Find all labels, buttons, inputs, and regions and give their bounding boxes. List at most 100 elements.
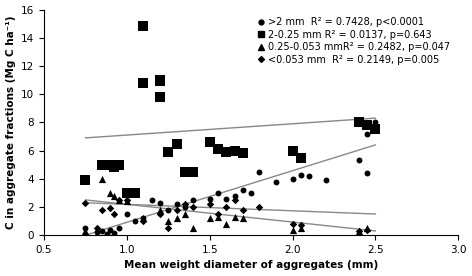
Point — [181, 205, 189, 209]
Point — [363, 171, 371, 175]
Point — [156, 201, 164, 205]
Point — [231, 198, 238, 202]
Point — [98, 229, 106, 233]
Point — [156, 95, 164, 99]
Point — [107, 191, 114, 195]
Point — [231, 215, 238, 219]
Point — [256, 169, 263, 174]
Point — [355, 229, 362, 233]
Point — [93, 226, 101, 230]
Point — [156, 212, 164, 216]
Point — [363, 131, 371, 136]
Point — [206, 196, 213, 201]
Point — [82, 201, 89, 205]
Point — [165, 150, 172, 154]
Point — [115, 198, 122, 202]
Point — [214, 191, 222, 195]
Point — [140, 216, 147, 221]
Point — [123, 191, 131, 195]
Point — [140, 216, 147, 221]
Point — [231, 193, 238, 198]
Y-axis label: C in aggregate fractions (Mg C ha⁻¹): C in aggregate fractions (Mg C ha⁻¹) — [6, 16, 16, 229]
Point — [93, 230, 101, 235]
Point — [355, 158, 362, 163]
Point — [189, 169, 197, 174]
Point — [363, 123, 371, 128]
Point — [156, 79, 164, 84]
Point — [371, 127, 379, 132]
Point — [82, 178, 89, 182]
Point — [165, 208, 172, 212]
Point — [131, 219, 139, 223]
Point — [156, 208, 164, 212]
Point — [173, 208, 180, 212]
Point — [297, 226, 304, 230]
Point — [256, 205, 263, 209]
X-axis label: Mean weight diameter of aggregates (mm): Mean weight diameter of aggregates (mm) — [124, 261, 378, 270]
Point — [189, 226, 197, 230]
Point — [289, 177, 296, 181]
Point — [206, 216, 213, 221]
Point — [103, 232, 111, 236]
Point — [289, 148, 296, 153]
Point — [289, 222, 296, 226]
Point — [371, 120, 379, 124]
Point — [181, 212, 189, 216]
Point — [289, 227, 296, 232]
Point — [110, 193, 118, 198]
Point — [297, 223, 304, 227]
Point — [165, 219, 172, 223]
Point — [181, 169, 189, 174]
Point — [214, 215, 222, 219]
Point — [156, 78, 164, 82]
Point — [98, 177, 106, 181]
Point — [115, 198, 122, 202]
Point — [98, 163, 106, 167]
Point — [98, 208, 106, 212]
Point — [140, 219, 147, 223]
Point — [206, 202, 213, 206]
Point — [173, 202, 180, 206]
Point — [239, 151, 247, 156]
Point — [173, 141, 180, 146]
Point — [305, 174, 313, 178]
Point — [123, 198, 131, 202]
Point — [322, 178, 329, 182]
Point — [107, 227, 114, 232]
Point — [239, 188, 247, 192]
Point — [297, 172, 304, 177]
Point — [297, 155, 304, 160]
Point — [363, 226, 371, 230]
Point — [189, 198, 197, 202]
Point — [222, 205, 230, 209]
Point — [107, 163, 114, 167]
Point — [110, 212, 118, 216]
Point — [239, 208, 247, 212]
Point — [110, 231, 118, 235]
Point — [272, 179, 280, 184]
Point — [173, 216, 180, 221]
Point — [140, 81, 147, 85]
Point — [107, 206, 114, 211]
Point — [239, 216, 247, 221]
Point — [110, 165, 118, 170]
Point — [247, 191, 255, 195]
Point — [82, 226, 89, 230]
Point — [214, 212, 222, 216]
Point — [123, 212, 131, 216]
Point — [165, 226, 172, 230]
Point — [115, 163, 122, 167]
Point — [222, 196, 230, 201]
Legend: >2 mm  R² = 0.7428, p<0.0001, 2-0.25 mm R² = 0.0137, p=0.643, 0.25-0.053 mmR² = : >2 mm R² = 0.7428, p<0.0001, 2-0.25 mm R… — [255, 14, 453, 68]
Point — [206, 140, 213, 144]
Point — [115, 226, 122, 230]
Point — [355, 229, 362, 233]
Point — [363, 227, 371, 232]
Point — [222, 150, 230, 154]
Point — [82, 229, 89, 233]
Point — [189, 205, 197, 209]
Point — [181, 202, 189, 206]
Point — [355, 120, 362, 124]
Point — [214, 147, 222, 151]
Point — [231, 148, 238, 153]
